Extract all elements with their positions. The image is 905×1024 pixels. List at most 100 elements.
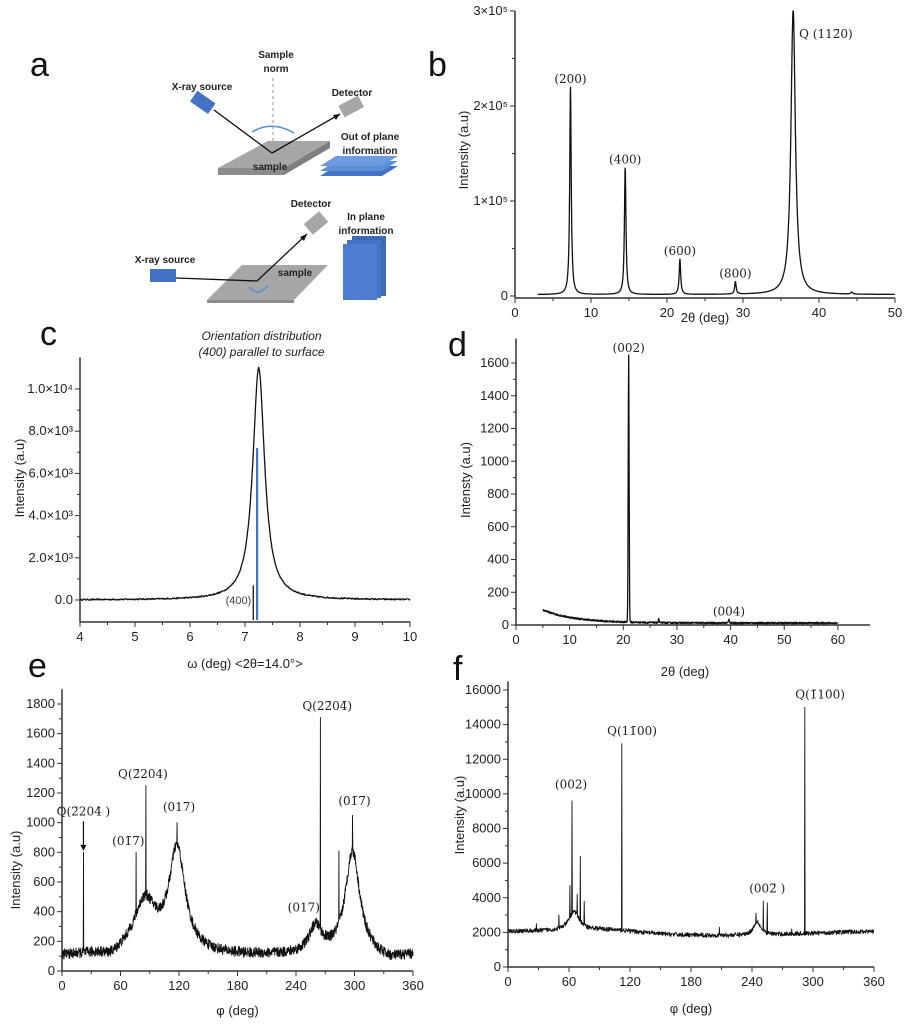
chart-panel-c: c 4 5 6 7 8 9 10 0.0 2.0×10³ 4.0×10³ 6.0×10³ 8.0×10³… <box>12 315 417 671</box>
x-tick-label-c: 8 <box>296 629 303 644</box>
x-tick-label-f: 180 <box>680 974 702 989</box>
y-tick-label-f: 12000 <box>465 751 501 766</box>
sample-plate-top-edge <box>218 168 284 175</box>
x-axis-label-f: φ (deg) <box>670 1001 712 1016</box>
y-axis-label-c: Intensity (a.u) <box>12 439 27 518</box>
rotation-arc-icon-top <box>251 125 295 134</box>
panel-letter-b: b <box>428 46 447 84</box>
y-tick-label-e: 1000 <box>26 815 55 830</box>
xray-source-label-top: X-ray source <box>172 82 233 93</box>
sample-normal-label-1: Sample <box>258 50 294 61</box>
y-tick-label-c: 4.0×10³ <box>29 508 74 523</box>
peak-label-e: (01̄7) <box>112 834 144 848</box>
x-tick-label-f: 300 <box>802 974 824 989</box>
peak-label-d: (004) <box>713 604 745 618</box>
x-tick-label-f: 240 <box>741 974 763 989</box>
y-axis-label-d: Intensty (a.u) <box>458 442 473 518</box>
x-tick-label-d: 60 <box>831 632 845 647</box>
peak-label-d: (002) <box>613 341 645 355</box>
y-tick-label-b: 1×10⁵ <box>473 193 508 208</box>
y-tick-label-e: 800 <box>33 844 55 859</box>
peak-label-f: Q(1̄100) <box>795 688 845 702</box>
x-tick-label-e: 300 <box>344 978 366 993</box>
y-tick-label-e: 1600 <box>26 726 55 741</box>
peak-label-e: (017̄) <box>288 901 320 915</box>
y-axis-label-b: Intensity (a.u) <box>456 111 471 190</box>
detector-label-top: Detector <box>332 88 373 99</box>
series-line-f <box>507 706 875 938</box>
xray-source-icon-top <box>189 90 216 115</box>
out-of-plane-label-1: Out of plane <box>341 132 400 143</box>
in-plane-label-1: In plane <box>347 212 385 223</box>
x-tick-label-b: 0 <box>511 305 518 320</box>
beam-arrowhead-bottom <box>300 234 307 241</box>
x-tick-label-d: 50 <box>777 632 791 647</box>
y-tick-label-f: 6000 <box>472 855 501 870</box>
chart-panel-f: f 0 60 120 180 240 300 360 0 2000 4000 6000 8000 1000… <box>452 650 885 1016</box>
peak-label-b: Q (112̄0) <box>799 27 853 41</box>
x-tick-label-e: 240 <box>285 978 307 993</box>
peak-label-b: (400) <box>609 153 641 167</box>
panel-a-diagram: a Sample norm sample X-ray source Detect… <box>30 46 400 303</box>
peak-label-f: (002) <box>555 778 587 792</box>
x-tick-label-e: 360 <box>402 978 424 993</box>
y-tick-label-f: 0 <box>494 959 501 974</box>
sample-label-bottom: sample <box>278 268 313 279</box>
x-tick-label-d: 20 <box>616 632 630 647</box>
y-tick-label-f: 10000 <box>465 786 501 801</box>
x-tick-label-c: 10 <box>403 629 417 644</box>
layer-stack-icon-horizontal <box>320 156 398 176</box>
x-tick-label-f: 120 <box>619 974 641 989</box>
out-of-plane-label-2: information <box>343 146 398 157</box>
y-tick-label-c: 6.0×10³ <box>29 465 74 480</box>
x-tick-label-d: 0 <box>512 632 519 647</box>
series-line-b <box>537 10 896 296</box>
x-axis-label-d: 2θ (deg) <box>661 664 709 679</box>
panel-letter-a: a <box>30 46 49 84</box>
sample-label-top: sample <box>253 162 288 173</box>
incident-beam-bottom <box>175 277 258 282</box>
x-tick-label-b: 30 <box>736 305 750 320</box>
chart-subtitle-c: (400) parallel to surface <box>198 345 324 359</box>
x-tick-label-f: 360 <box>863 974 885 989</box>
layer-stack-icon-vertical <box>343 236 386 300</box>
incident-beam-top <box>213 109 273 154</box>
x-tick-label-b: 20 <box>660 305 674 320</box>
peak-label-f: Q(11̄00) <box>607 724 657 738</box>
peak-label-e: Q(2̄204̄ ) <box>57 804 111 818</box>
series-line-c <box>79 366 411 601</box>
y-tick-label-c: 2.0×10³ <box>29 550 74 565</box>
beam-arrowhead-top <box>333 114 340 120</box>
y-tick-label-c: 8.0×10³ <box>29 423 74 438</box>
peak-label-b: (600) <box>664 244 696 258</box>
y-tick-label-d: 1600 <box>480 355 509 370</box>
chart-panel-b: b 0 10 20 30 40 50 0 1×10⁵ 2×10⁵ 3×10⁵ 2θ (deg) Inte… <box>428 3 902 325</box>
y-tick-label-e: 1200 <box>26 785 55 800</box>
x-axis-label-e: φ (deg) <box>216 1003 258 1018</box>
detector-icon-top <box>338 95 364 118</box>
x-tick-label-f: 0 <box>504 974 511 989</box>
series-line-e <box>61 716 414 961</box>
panel-letter-d: d <box>448 326 467 364</box>
y-tick-label-b: 0 <box>501 288 508 303</box>
peak-label-e: Q(22̄04̄) <box>302 699 352 713</box>
peak-label-e: (01̄7̄) <box>338 794 370 808</box>
x-tick-label-c: 5 <box>131 629 138 644</box>
detector-icon-bottom <box>303 211 329 235</box>
x-tick-label-d: 30 <box>670 632 684 647</box>
x-tick-label-e: 120 <box>168 978 190 993</box>
y-tick-label-c: 1.0×10⁴ <box>27 381 73 396</box>
xray-source-icon-bottom <box>150 269 176 282</box>
y-tick-label-f: 2000 <box>472 924 501 939</box>
y-tick-label-d: 800 <box>487 486 509 501</box>
x-tick-label-b: 40 <box>812 305 826 320</box>
diffracted-beam-top <box>271 113 341 154</box>
y-axis-label-e: Intensity (a.u) <box>8 831 23 910</box>
y-tick-label-e: 1400 <box>26 755 55 770</box>
x-tick-label-c: 6 <box>186 629 193 644</box>
y-tick-label-b: 3×10⁵ <box>473 3 508 18</box>
y-tick-label-c: 0.0 <box>55 592 73 607</box>
sample-plate-bottom-edge <box>207 300 294 303</box>
